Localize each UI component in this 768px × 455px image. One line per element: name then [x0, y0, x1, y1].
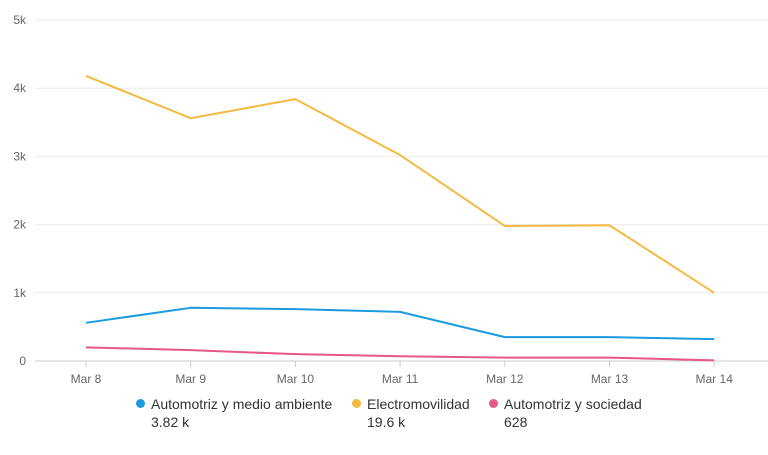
line-chart: 0 1k 2k 3k 4k 5k Mar 8 Mar 9 Mar 10 Mar 11 Mar 12 M… — [13, 13, 768, 386]
x-tick-label: Mar 10 — [277, 372, 315, 386]
legend-total: 19.6 k — [367, 414, 406, 430]
legend-label: Electromovilidad — [367, 396, 470, 412]
legend-total: 3.82 k — [151, 414, 190, 430]
y-tick-label: 0 — [19, 354, 26, 368]
series-dot-icon — [136, 399, 145, 408]
x-tick-label: Mar 13 — [591, 372, 629, 386]
series-dot-icon — [489, 399, 498, 408]
series-line-1 — [85, 74, 715, 294]
legend-item-electromovilidad[interactable]: Electromovilidad 19.6 k — [352, 396, 470, 430]
legend-total: 628 — [504, 414, 528, 430]
y-tick-label: 4k — [13, 81, 27, 95]
legend-label: Automotriz y sociedad — [504, 396, 642, 412]
y-tick-label: 5k — [13, 13, 27, 27]
x-tick-label: Mar 11 — [382, 372, 419, 386]
y-tick-label: 2k — [13, 218, 27, 232]
legend-item-automotriz-medio-ambiente[interactable]: Automotriz y medio ambiente 3.82 k — [136, 396, 332, 430]
legend-label: Automotriz y medio ambiente — [151, 396, 333, 412]
y-tick-label: 3k — [13, 149, 27, 163]
series-dot-icon — [352, 399, 361, 408]
legend-item-automotriz-sociedad[interactable]: Automotriz y sociedad 628 — [489, 396, 642, 430]
x-tick-label: Mar 8 — [71, 372, 102, 386]
x-tick-label: Mar 9 — [175, 372, 206, 386]
x-tick-label: Mar 14 — [696, 372, 734, 386]
x-tick-label: Mar 12 — [486, 372, 524, 386]
series-line-0 — [85, 306, 715, 341]
series-line-2 — [85, 346, 715, 362]
y-tick-label: 1k — [13, 286, 27, 300]
legend: Automotriz y medio ambiente 3.82 k Elect… — [0, 396, 768, 436]
